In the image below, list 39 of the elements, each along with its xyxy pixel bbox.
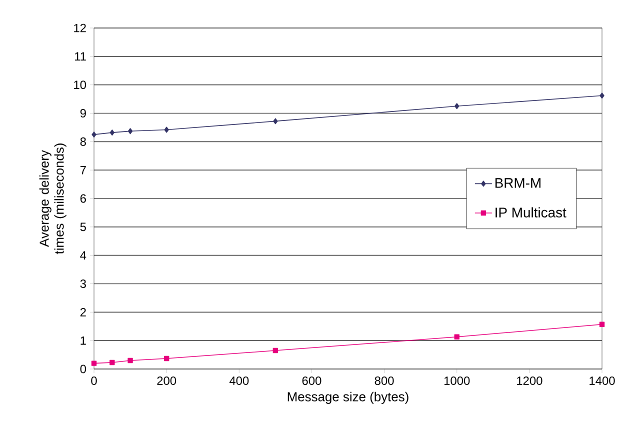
point [128, 128, 133, 134]
y-tick-label: 12 [74, 24, 86, 32]
point [454, 334, 460, 340]
y-axis-title: Average delivery times (miliseconds) [39, 144, 66, 254]
x-tick-label: 1000 [444, 376, 470, 385]
point [110, 130, 114, 136]
point [164, 126, 169, 133]
point [454, 103, 460, 110]
y-tick-label: 7 [80, 166, 86, 174]
point [273, 118, 278, 124]
y-tick-label: 6 [80, 194, 86, 203]
y-tick-label: 8 [80, 137, 86, 146]
x-tick-label: 0 [91, 376, 97, 385]
y-tick-label: 10 [74, 80, 86, 90]
y-tick-label: 2 [80, 308, 86, 316]
x-axis-title: Message size (bytes) [288, 392, 408, 404]
x-tick-label: 600 [302, 376, 322, 385]
y-tick-label: 5 [80, 222, 86, 232]
y-tick-label: 4 [80, 251, 86, 260]
x-tick-label: 1200 [517, 376, 542, 385]
point [91, 360, 97, 366]
legend-label: IP Multicast [496, 207, 566, 218]
point [272, 348, 278, 354]
point [128, 358, 133, 364]
point [164, 356, 170, 362]
y-tick-label: 1 [80, 336, 86, 345]
y-tick-label: 0 [80, 364, 86, 374]
point [600, 92, 604, 99]
x-tick-label: 800 [374, 376, 394, 385]
point [110, 360, 115, 366]
y-tick-label: 3 [80, 280, 86, 288]
x-tick-label: 400 [229, 376, 249, 385]
point [92, 132, 96, 138]
y-tick-label: 11 [74, 52, 86, 61]
x-tick-label: 200 [157, 376, 176, 385]
y-tick-label: 9 [80, 109, 86, 118]
x-tick-label: 1400 [590, 376, 615, 385]
point [599, 322, 605, 327]
legend-label: BRM-M [495, 178, 540, 188]
